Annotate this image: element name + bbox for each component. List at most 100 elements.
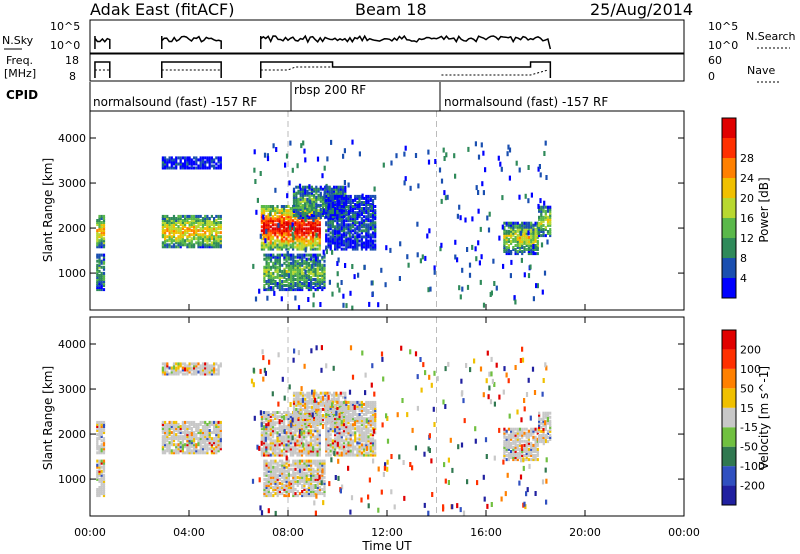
echo-cell <box>542 234 545 238</box>
echo-cell <box>215 441 218 445</box>
echo-cell <box>312 490 315 493</box>
echo-cell <box>475 185 478 191</box>
echo-cell <box>210 233 213 237</box>
echo-cell <box>271 227 275 231</box>
echo-cell <box>310 205 313 209</box>
echo-cell <box>544 209 547 213</box>
echo-cell <box>274 411 277 414</box>
echo-cell <box>337 189 340 193</box>
echo-cell <box>217 237 220 241</box>
echo-cell <box>213 221 216 224</box>
echo-cell <box>297 395 300 399</box>
echo-cell <box>371 213 375 217</box>
echo-cell <box>342 431 346 435</box>
echo-cell <box>331 237 334 241</box>
echo-cell <box>540 207 543 211</box>
echo-cell <box>215 233 218 237</box>
echo-cell <box>367 207 370 210</box>
echo-cell <box>219 227 222 231</box>
echo-cell <box>287 282 290 285</box>
echo-cell <box>319 418 322 421</box>
echo-cell <box>283 269 286 275</box>
echo-cell <box>190 368 193 372</box>
echo-cell <box>195 425 198 428</box>
echo-cell <box>549 205 552 209</box>
echo-cell <box>208 437 211 441</box>
echo-cell <box>505 241 508 245</box>
echo-cell <box>482 150 485 156</box>
echo-cell <box>319 208 322 211</box>
echo-cell <box>298 471 302 475</box>
echo-cell <box>181 214 184 218</box>
echo-cell <box>445 152 448 158</box>
echo-cell <box>312 425 315 429</box>
echo-cell <box>168 425 171 428</box>
echo-cell <box>319 414 322 417</box>
echo-cell <box>354 247 357 251</box>
echo-cell <box>325 245 328 249</box>
echo-cell <box>301 208 305 211</box>
echo-cell <box>179 158 182 162</box>
echo-cell <box>274 421 277 425</box>
echo-cell <box>267 280 270 283</box>
echo-cell <box>215 431 218 435</box>
echo-cell <box>306 193 309 197</box>
echo-cell <box>307 263 310 267</box>
echo-cell <box>323 492 326 496</box>
echo-cell <box>267 451 270 455</box>
echo-cell <box>276 490 279 493</box>
echo-cell <box>323 269 326 273</box>
echo-cell <box>549 209 552 213</box>
echo-cell <box>170 425 173 428</box>
power-echo-cells <box>96 111 552 311</box>
echo-cell <box>210 235 213 239</box>
echo-cell <box>96 243 99 247</box>
echo-cell <box>335 189 338 193</box>
echo-cell <box>497 155 500 161</box>
echo-cell <box>285 435 288 439</box>
echo-cell <box>310 278 313 281</box>
echo-cell <box>298 263 302 267</box>
echo-cell <box>265 255 268 259</box>
y-tick-label: 3000 <box>58 177 86 190</box>
echo-cell <box>304 416 307 419</box>
echo-cell <box>321 492 324 496</box>
echo-cell <box>188 158 191 162</box>
echo-cell <box>206 243 209 247</box>
echo-cell <box>283 411 286 414</box>
echo-cell <box>329 400 332 404</box>
echo-cell <box>521 241 524 245</box>
echo-cell <box>530 235 533 239</box>
echo-cell <box>307 243 310 247</box>
echo-cell <box>474 246 477 252</box>
echo-cell <box>356 207 359 210</box>
echo-cell <box>329 207 332 210</box>
echo-cell <box>315 208 318 211</box>
echo-cell <box>285 449 288 453</box>
echo-cell <box>274 227 277 231</box>
echo-cell <box>549 228 552 231</box>
echo-cell <box>269 479 273 483</box>
echo-cell <box>219 439 222 443</box>
echo-cell <box>102 223 106 226</box>
echo-cell <box>215 362 218 366</box>
echo-cell <box>186 217 189 220</box>
echo-cell <box>265 215 268 219</box>
echo-cell <box>166 214 169 218</box>
echo-cell <box>184 160 187 164</box>
echo-cell <box>365 207 368 210</box>
echo-cell <box>331 225 334 229</box>
echo-cell <box>100 235 103 239</box>
echo-cell <box>102 465 106 469</box>
echo-cell <box>181 431 184 435</box>
echo-cell <box>297 216 300 220</box>
echo-cell <box>215 156 218 160</box>
echo-cell <box>312 443 315 447</box>
echo-cell <box>252 263 255 269</box>
echo-cell <box>278 433 281 437</box>
echo-cell <box>336 231 339 235</box>
echo-cell <box>342 239 346 243</box>
echo-cell <box>294 475 297 479</box>
echo-cell <box>281 481 284 485</box>
echo-cell <box>275 147 278 152</box>
